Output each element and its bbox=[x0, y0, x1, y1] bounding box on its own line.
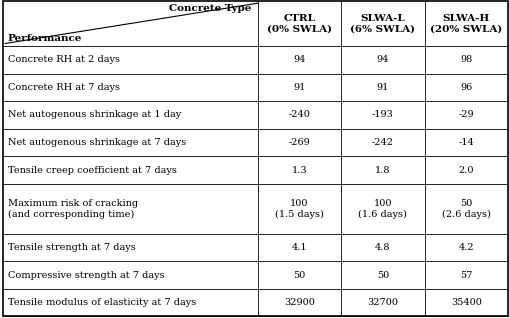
Text: 91: 91 bbox=[293, 83, 306, 92]
Text: Maximum risk of cracking
(and corresponding time): Maximum risk of cracking (and correspond… bbox=[8, 199, 138, 218]
Text: Tensile modulus of elasticity at 7 days: Tensile modulus of elasticity at 7 days bbox=[8, 298, 196, 307]
Text: 4.2: 4.2 bbox=[459, 243, 474, 252]
Text: 32900: 32900 bbox=[284, 298, 315, 307]
Text: Performance: Performance bbox=[8, 34, 82, 43]
Text: 96: 96 bbox=[460, 83, 472, 92]
Text: -193: -193 bbox=[372, 110, 394, 120]
Text: 4.8: 4.8 bbox=[375, 243, 390, 252]
Text: Concrete Type: Concrete Type bbox=[169, 4, 251, 13]
Text: Compressive strength at 7 days: Compressive strength at 7 days bbox=[8, 271, 164, 280]
Text: 91: 91 bbox=[377, 83, 389, 92]
Text: Tensile strength at 7 days: Tensile strength at 7 days bbox=[8, 243, 135, 252]
Text: -269: -269 bbox=[289, 138, 310, 147]
Text: Concrete RH at 2 days: Concrete RH at 2 days bbox=[8, 55, 120, 64]
Text: 2.0: 2.0 bbox=[459, 166, 474, 175]
Text: Concrete RH at 7 days: Concrete RH at 7 days bbox=[8, 83, 120, 92]
Text: 98: 98 bbox=[460, 55, 472, 64]
Text: SLWA-H
(20% SWLA): SLWA-H (20% SWLA) bbox=[430, 14, 502, 33]
Text: -240: -240 bbox=[289, 110, 310, 120]
Text: CTRL
(0% SWLA): CTRL (0% SWLA) bbox=[267, 14, 332, 33]
Text: Tensile creep coefficient at 7 days: Tensile creep coefficient at 7 days bbox=[8, 166, 177, 175]
Text: 1.8: 1.8 bbox=[375, 166, 390, 175]
Text: 1.3: 1.3 bbox=[292, 166, 307, 175]
Text: 94: 94 bbox=[293, 55, 306, 64]
Text: 32700: 32700 bbox=[367, 298, 399, 307]
Text: 57: 57 bbox=[460, 271, 472, 280]
Text: 4.1: 4.1 bbox=[292, 243, 307, 252]
Text: -242: -242 bbox=[372, 138, 394, 147]
Text: -29: -29 bbox=[459, 110, 474, 120]
Text: 100
(1.5 days): 100 (1.5 days) bbox=[275, 199, 324, 218]
Text: 50
(2.6 days): 50 (2.6 days) bbox=[442, 199, 491, 218]
Text: 35400: 35400 bbox=[451, 298, 482, 307]
Text: Net autogenous shrinkage at 7 days: Net autogenous shrinkage at 7 days bbox=[8, 138, 186, 147]
Text: 50: 50 bbox=[293, 271, 305, 280]
Text: Net autogenous shrinkage at 1 day: Net autogenous shrinkage at 1 day bbox=[8, 110, 181, 120]
Text: -14: -14 bbox=[459, 138, 474, 147]
Text: 50: 50 bbox=[377, 271, 389, 280]
Text: 100
(1.6 days): 100 (1.6 days) bbox=[358, 199, 407, 218]
Text: SLWA-L
(6% SWLA): SLWA-L (6% SWLA) bbox=[350, 14, 415, 33]
Text: 94: 94 bbox=[377, 55, 389, 64]
